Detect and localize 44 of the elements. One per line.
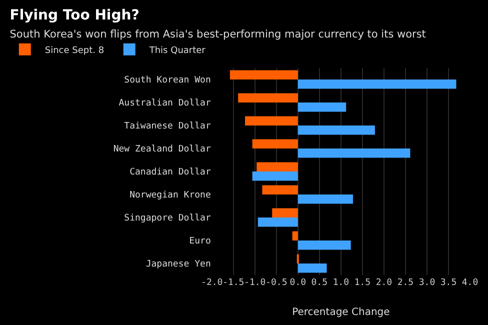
bar (272, 208, 298, 218)
legend-label: This Quarter (148, 46, 206, 56)
x-tick-label: 2.5 (397, 278, 414, 288)
y-tick-label: Canadian Dollar (130, 168, 212, 178)
y-tick-label: Australian Dollar (118, 98, 212, 109)
bar (298, 194, 353, 204)
bar (298, 126, 375, 135)
x-tick-label: 4.0 (462, 278, 478, 288)
legend-label: Since Sept. 8 (44, 46, 104, 56)
x-tick-label: 0.0 (290, 278, 306, 288)
y-tick-label: Japanese Yen (146, 260, 211, 270)
y-tick-label: Norwegian Krone (130, 190, 211, 201)
x-tick-label: 3.0 (418, 278, 436, 288)
y-tick-label: South Korean Won (124, 76, 211, 86)
x-tick-label: 3.5 (440, 278, 457, 288)
bar (245, 116, 298, 126)
bar (298, 80, 456, 89)
bar (256, 162, 298, 172)
bar (298, 240, 351, 250)
x-axis-title: Percentage Change (292, 307, 390, 318)
bar (238, 93, 298, 102)
y-tick-label: New Zealand Dollar (113, 144, 212, 155)
y-tick-label: Euro (189, 236, 211, 247)
x-tick-label: 1.5 (354, 278, 371, 288)
x-tick-label: 0.5 (311, 278, 328, 288)
chart-subtitle: South Korea's won flips from Asia's best-performing major currency to its worst (10, 28, 426, 41)
x-tick-label: -1.0 (244, 278, 266, 288)
bar (292, 231, 298, 240)
bar (262, 185, 298, 194)
y-tick-label: Singapore Dollar (124, 214, 212, 224)
bar (298, 148, 410, 158)
x-tick-label: 1.0 (332, 278, 350, 288)
y-tick-label: Taiwanese Dollar (124, 122, 212, 132)
x-tick-label: -0.5 (266, 278, 288, 288)
x-tick-label: -1.5 (222, 278, 244, 288)
bar (298, 264, 327, 273)
bar (258, 218, 298, 227)
x-tick-label: -2.0 (201, 278, 223, 288)
bar (298, 102, 346, 112)
text: Flying Too High? (10, 8, 140, 24)
bar (230, 70, 298, 80)
bar (252, 139, 298, 148)
x-tick-label: 2.0 (376, 278, 392, 288)
bar (252, 172, 298, 181)
